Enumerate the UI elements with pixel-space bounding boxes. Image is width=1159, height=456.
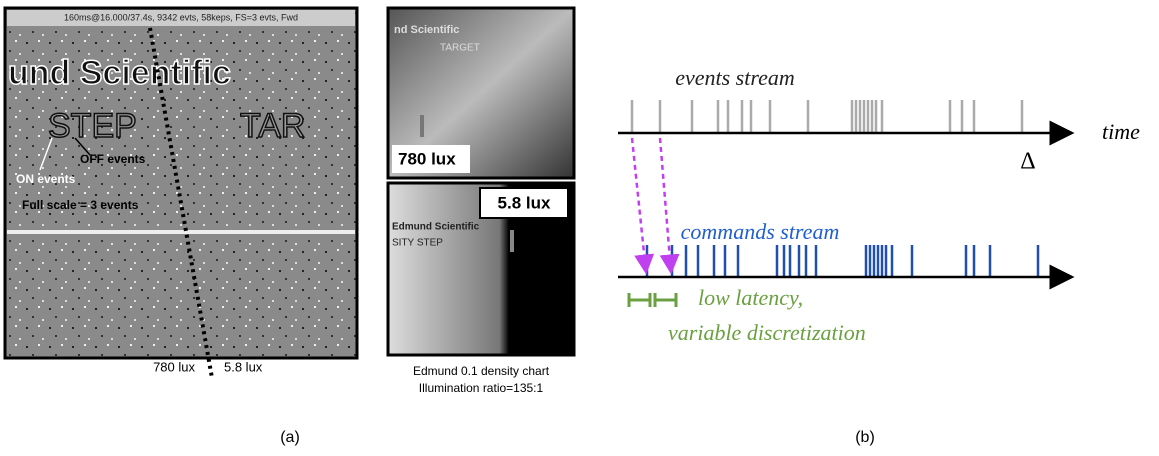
events-title: events stream [675, 65, 795, 90]
annotation: OFF events [80, 152, 146, 166]
dvs-image: 160ms@16.000/37.4s, 9342 evts, 58keps, F… [5, 8, 357, 378]
time-label: time [1102, 119, 1140, 144]
image-text: und Scientific [8, 54, 231, 92]
header-text: 160ms@16.000/37.4s, 9342 evts, 58keps, F… [64, 12, 298, 22]
commands-title: commands stream [681, 219, 840, 244]
image-text: nd Scientific [394, 24, 459, 36]
latency-arrow [660, 138, 671, 272]
delta: Δ [1020, 149, 1035, 175]
lux-label: 5.8 lux [224, 359, 263, 374]
image-text: TAR [240, 107, 305, 145]
latency-marker [629, 293, 676, 307]
stream-diagram: events stream time Δ commands stream low… [618, 65, 1140, 345]
panel-label: (a) [280, 429, 300, 446]
image-text: Edmund Scientific [392, 222, 480, 233]
image-text: SITY STEP [392, 238, 443, 249]
annotation: ON events [16, 172, 76, 186]
image-stripe [7, 230, 355, 234]
inset-bottom: Edmund Scientific SITY STEP 5.8 lux [388, 183, 574, 355]
latency-text: variable discretization [668, 320, 866, 345]
latency-arrow [632, 138, 646, 272]
inset-mark [420, 115, 424, 137]
image-text: TARGET [440, 43, 480, 54]
annotation: Full scale = 3 events [22, 198, 139, 212]
inset-lux: 780 lux [398, 149, 456, 168]
inset-top: nd Scientific TARGET 780 lux [388, 8, 574, 178]
latency-text: low latency, [698, 285, 803, 310]
caption: Edmund 0.1 density chart [413, 364, 550, 378]
inset-lux: 5.8 lux [498, 193, 551, 212]
lux-label: 780 lux [153, 359, 195, 374]
inset-mark [510, 230, 514, 252]
image-text: STEP [48, 107, 137, 145]
caption: Illumination ratio=135:1 [419, 381, 544, 395]
panel-label: (b) [855, 429, 875, 446]
figure: 160ms@16.000/37.4s, 9342 evts, 58keps, F… [0, 0, 1159, 456]
